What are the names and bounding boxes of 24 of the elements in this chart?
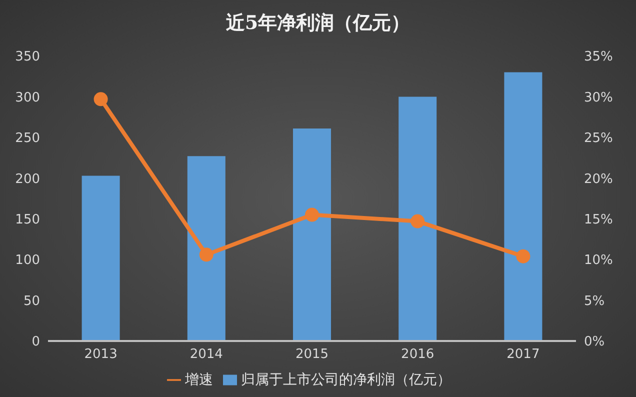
y2-tick-label: 10% bbox=[584, 253, 613, 268]
y-tick-label: 50 bbox=[23, 294, 40, 309]
y-tick-label: 300 bbox=[15, 90, 40, 106]
y2-tick-label: 20% bbox=[584, 172, 613, 187]
x-tick-label: 2013 bbox=[84, 347, 118, 362]
y-tick-label: 0 bbox=[32, 334, 40, 350]
y-tick-label: 200 bbox=[15, 172, 40, 187]
legend-label: 归属于上市公司的净利润（亿元） bbox=[241, 372, 451, 388]
y2-tick-label: 35% bbox=[584, 50, 613, 65]
y2-tick-label: 30% bbox=[584, 90, 613, 106]
chart-title: 近5年净利润（亿元） bbox=[224, 11, 412, 36]
y2-tick-label: 5% bbox=[584, 294, 605, 309]
x-tick-label: 2016 bbox=[401, 347, 434, 362]
y2-tick-label: 0% bbox=[584, 334, 605, 350]
y2-tick-label: 15% bbox=[584, 212, 613, 228]
x-tick-label: 2015 bbox=[295, 347, 329, 362]
y2-tick-label: 25% bbox=[584, 131, 613, 146]
x-tick-label: 2017 bbox=[506, 347, 540, 362]
x-tick-label: 2014 bbox=[190, 347, 223, 362]
y-tick-label: 150 bbox=[15, 212, 40, 228]
y-tick-label: 350 bbox=[15, 50, 40, 65]
y-tick-label: 100 bbox=[15, 253, 40, 268]
y-tick-label: 250 bbox=[15, 131, 40, 146]
legend-label: 增速 bbox=[185, 372, 213, 388]
